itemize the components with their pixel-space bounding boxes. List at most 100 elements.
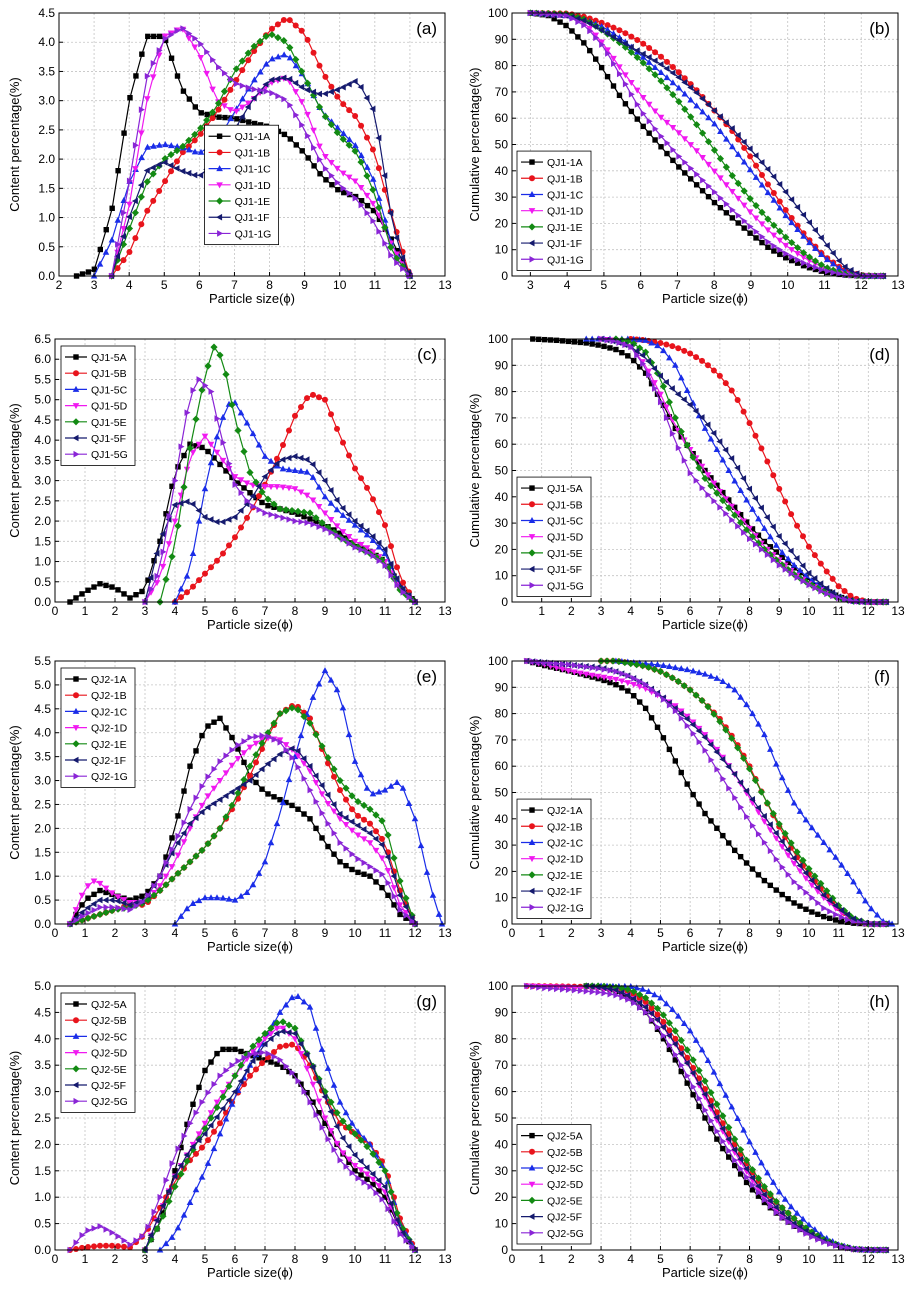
data-point (625, 672, 632, 680)
data-point (397, 906, 404, 913)
data-point (737, 693, 744, 700)
legend-marker (217, 230, 224, 237)
data-point (91, 1225, 98, 1232)
data-point (587, 47, 593, 54)
legend-item: QJ1-1B (521, 173, 583, 185)
data-point (645, 101, 653, 108)
data-point (761, 818, 768, 825)
data-point (279, 1018, 287, 1026)
data-point (205, 448, 211, 455)
y-axis-label: Content percentage(%) (7, 1051, 22, 1185)
data-point (651, 365, 658, 372)
data-point (309, 693, 317, 700)
panel-tag: (b) (869, 19, 890, 38)
data-point (235, 480, 241, 486)
data-point (363, 1171, 371, 1178)
data-point (161, 159, 168, 166)
data-point (131, 209, 139, 217)
data-point (219, 413, 227, 420)
data-point (352, 465, 358, 472)
data-point (764, 189, 772, 196)
legend-marker (529, 501, 535, 508)
data-point (187, 763, 193, 769)
data-point (760, 1183, 768, 1191)
x-tick-label: 9 (776, 604, 783, 618)
data-point (243, 419, 251, 426)
data-point (788, 247, 795, 254)
data-point (820, 838, 828, 845)
data-point (334, 179, 341, 186)
data-point (85, 1227, 92, 1234)
data-point (708, 818, 714, 824)
data-point (645, 54, 652, 61)
data-point (788, 214, 795, 221)
data-point (633, 53, 641, 62)
data-point (805, 569, 812, 577)
data-point (211, 719, 217, 725)
series-QJ1-5G (142, 376, 419, 606)
y-tick-label: 1.5 (38, 181, 55, 195)
data-point (707, 741, 714, 748)
data-point (357, 83, 364, 91)
data-point (794, 244, 802, 252)
data-point (102, 885, 110, 892)
data-point (723, 135, 730, 142)
data-point (367, 1183, 374, 1190)
data-point (654, 690, 661, 698)
y-tick-label: 3.5 (34, 453, 51, 467)
data-point (232, 1046, 238, 1053)
data-point (339, 1134, 346, 1142)
legend-item: QJ2-1D (521, 854, 584, 866)
data-point (273, 1030, 280, 1037)
series-QJ2-1C (612, 657, 896, 927)
data-point (677, 1050, 684, 1057)
x-axis-label: Particle size(ϕ) (662, 939, 748, 954)
data-point (207, 1122, 214, 1129)
data-point (223, 468, 229, 474)
data-point (379, 884, 385, 891)
data-point (605, 50, 612, 57)
data-point (114, 265, 121, 272)
data-point (174, 1224, 182, 1231)
data-point (202, 570, 208, 577)
y-tick-label: 2.5 (38, 123, 55, 137)
data-point (304, 111, 311, 118)
data-point (722, 496, 730, 503)
y-tick-label: 2.5 (34, 494, 51, 508)
data-point (85, 1244, 91, 1251)
data-point (177, 1162, 184, 1169)
plot-frame (54, 660, 446, 925)
data-point (132, 141, 139, 149)
data-point (227, 107, 234, 114)
x-tick-label: 6 (687, 604, 694, 618)
data-point (764, 227, 772, 234)
data-point (303, 1051, 310, 1058)
data-point (640, 40, 647, 47)
data-point (665, 1032, 672, 1039)
data-point (211, 455, 217, 461)
data-point (746, 145, 753, 153)
legend-item: QJ1-5B (65, 368, 127, 380)
data-point (304, 519, 311, 526)
data-point (79, 591, 85, 597)
legend-item: QJ2-1G (65, 771, 128, 783)
data-point (800, 232, 807, 239)
data-point (216, 824, 224, 832)
data-point (690, 1064, 697, 1071)
data-point (319, 809, 326, 817)
data-point (817, 560, 824, 567)
data-point (78, 916, 86, 924)
data-point (771, 242, 778, 250)
data-point (713, 1100, 721, 1108)
data-point (205, 773, 212, 781)
data-point (315, 469, 322, 476)
data-point (827, 915, 833, 922)
data-point (241, 759, 247, 766)
data-point (276, 1008, 284, 1015)
data-point (385, 879, 392, 887)
data-point (373, 879, 379, 885)
data-point (657, 339, 664, 346)
data-point (577, 339, 583, 346)
data-point (674, 390, 681, 398)
data-point (306, 762, 313, 770)
